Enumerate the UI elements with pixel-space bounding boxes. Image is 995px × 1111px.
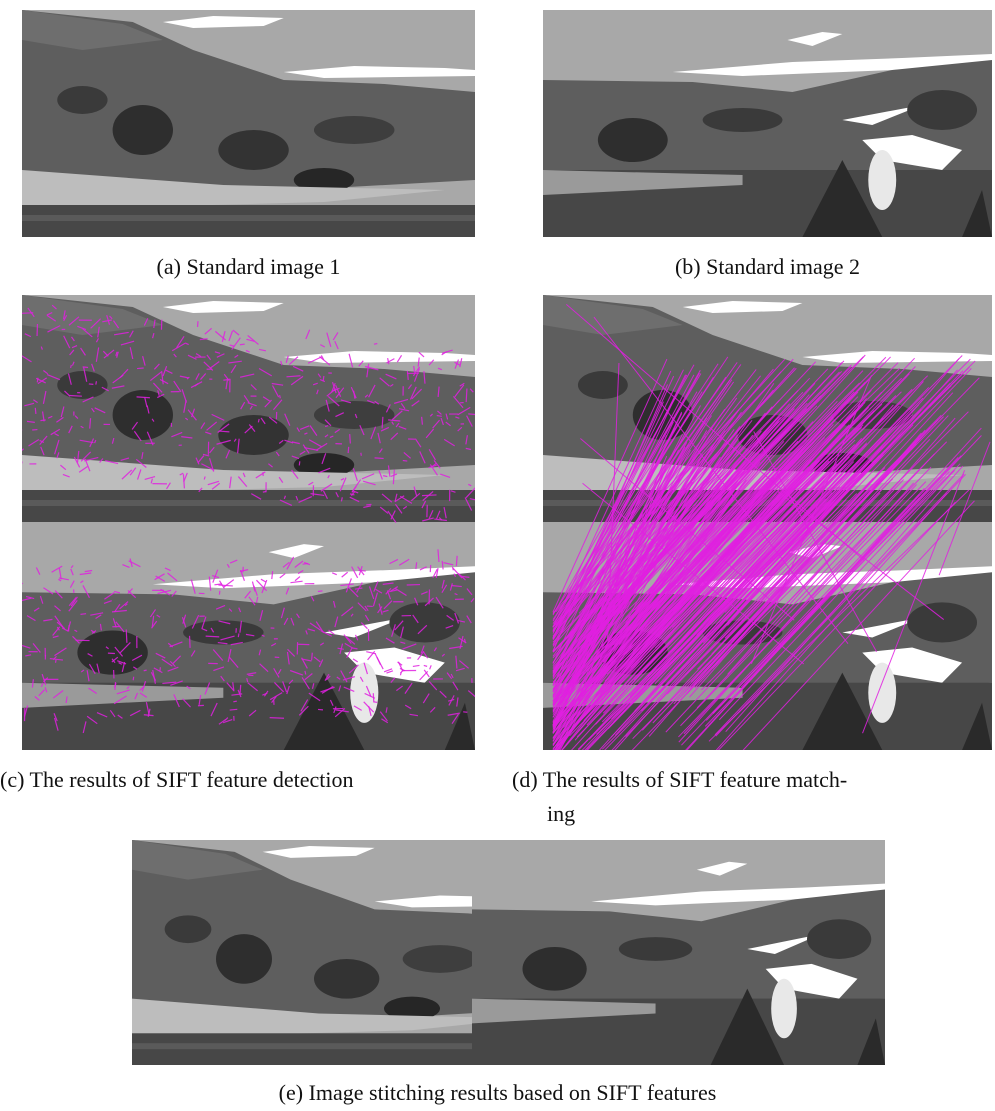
- caption: Standard image 1: [186, 254, 340, 279]
- caption: Standard image 2: [706, 254, 860, 279]
- caption: The results of SIFT feature detection: [30, 767, 354, 792]
- feature-keypoint: [359, 570, 366, 571]
- feature-keypoint: [233, 701, 236, 702]
- feature-keypoint: [318, 591, 323, 592]
- feature-keypoint: [83, 367, 88, 368]
- image-a: [22, 10, 475, 237]
- feature-keypoint: [240, 685, 241, 694]
- caption: Image stitching results based on SIFT fe…: [309, 1080, 717, 1105]
- caption-b: (b) Standard image 2: [543, 250, 992, 284]
- feature-keypoint: [312, 653, 313, 661]
- feature-keypoint: [414, 366, 415, 373]
- feature-keypoint: [258, 419, 259, 422]
- label: (e): [279, 1080, 303, 1105]
- caption-e: (e) Image stitching results based on SIF…: [0, 1076, 995, 1110]
- feature-keypoint: [230, 709, 238, 710]
- feature-keypoint: [422, 495, 436, 496]
- image-c: [22, 295, 475, 750]
- feature-keypoint: [206, 636, 220, 637]
- feature-keypoint: [240, 344, 245, 345]
- feature-keypoint: [280, 395, 281, 398]
- feature-keypoint: [56, 660, 57, 663]
- feature-keypoint: [366, 504, 371, 505]
- feature-keypoint: [456, 556, 457, 566]
- caption: ing: [512, 801, 575, 826]
- label: (d): [512, 767, 538, 792]
- feature-keypoint: [40, 420, 45, 421]
- feature-keypoint: [373, 693, 374, 702]
- label: (b): [675, 254, 701, 279]
- feature-keypoint: [323, 376, 324, 381]
- feature-keypoint: [466, 388, 467, 402]
- feature-keypoint: [270, 718, 284, 719]
- image-b: [543, 10, 992, 237]
- image-d: [543, 295, 992, 750]
- label: (c): [0, 767, 24, 792]
- caption-d: (d) The results of SIFT feature match-in…: [512, 763, 995, 831]
- feature-keypoint: [403, 461, 408, 462]
- caption: The results of SIFT feature match-: [543, 767, 847, 792]
- feature-keypoint: [133, 677, 134, 680]
- caption-c: (c) The results of SIFT feature detectio…: [0, 763, 500, 797]
- feature-keypoint: [350, 434, 351, 443]
- feature-keypoint: [70, 396, 82, 397]
- figure: (a) Standard image 1 (b) Standard image …: [0, 0, 995, 1111]
- feature-keypoint: [416, 562, 417, 569]
- feature-keypoint: [437, 416, 442, 417]
- feature-keypoint: [71, 365, 72, 368]
- feature-keypoint: [238, 633, 239, 637]
- feature-keypoint: [348, 447, 349, 453]
- feature-keypoint: [299, 461, 300, 465]
- feature-keypoint: [80, 614, 86, 615]
- feature-keypoint: [35, 408, 36, 414]
- feature-keypoint: [137, 368, 144, 369]
- feature-keypoint: [219, 431, 229, 432]
- feature-keypoint: [374, 702, 378, 703]
- feature-keypoint: [37, 378, 38, 383]
- feature-keypoint: [96, 381, 97, 384]
- feature-keypoint: [272, 571, 273, 579]
- feature-keypoint: [422, 417, 423, 425]
- caption-a: (a) Standard image 1: [22, 250, 475, 284]
- feature-keypoint: [126, 629, 127, 642]
- feature-keypoint: [375, 458, 384, 459]
- feature-keypoint: [382, 417, 383, 429]
- feature-keypoint: [374, 344, 377, 345]
- feature-keypoint: [190, 636, 191, 648]
- feature-keypoint: [144, 670, 147, 671]
- image-e: [132, 840, 885, 1065]
- feature-keypoint: [305, 671, 306, 675]
- label: (a): [157, 254, 181, 279]
- feature-keypoint: [303, 563, 309, 564]
